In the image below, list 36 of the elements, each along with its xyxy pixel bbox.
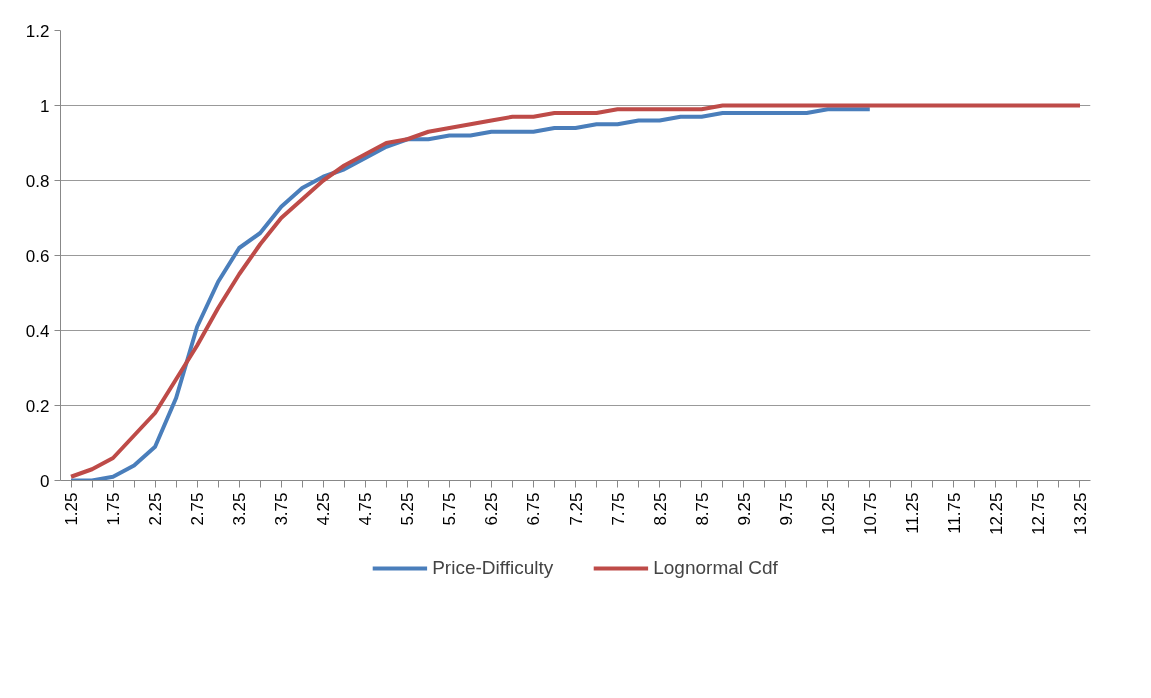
y-tick-label: 0.4 — [25, 321, 50, 341]
x-tick-label: 8.25 — [650, 492, 670, 526]
x-tick-label: 2.25 — [146, 492, 166, 526]
x-tick-label: 1.75 — [104, 492, 124, 526]
x-tick-label: 7.25 — [566, 492, 586, 526]
x-tick-label: 3.25 — [230, 492, 250, 526]
x-tick-label: 11.25 — [902, 492, 922, 534]
x-tick-label: 13.25 — [1070, 492, 1090, 536]
x-tick-label: 6.25 — [482, 492, 502, 526]
x-tick-label: 11.75 — [944, 492, 964, 534]
y-tick-label: 0.6 — [25, 246, 50, 266]
x-tick-label: 4.25 — [314, 492, 334, 526]
y-tick-label: 0.2 — [25, 396, 50, 416]
x-tick-label: 1.25 — [62, 492, 82, 526]
x-tick-label: 2.75 — [188, 492, 208, 526]
x-tick-label: 12.75 — [1028, 492, 1048, 536]
x-tick-label: 8.75 — [692, 492, 712, 526]
y-tick-label: 1.2 — [25, 21, 50, 41]
x-tick-label: 4.75 — [356, 492, 376, 526]
x-tick-label: 7.75 — [608, 492, 628, 526]
x-tick-label: 6.75 — [524, 492, 544, 526]
legend-label: Lognormal Cdf — [653, 557, 778, 579]
line-series — [69, 107, 872, 481]
x-tick-label: 9.25 — [734, 492, 754, 526]
y-tick-label: 1 — [40, 96, 50, 116]
line-series — [69, 103, 1082, 479]
y-tick-label: 0.8 — [25, 171, 50, 191]
x-tick-label: 10.25 — [818, 492, 838, 536]
x-tick-label: 5.25 — [398, 492, 418, 526]
x-tick-label: 9.75 — [776, 492, 796, 526]
x-tick-label: 12.25 — [986, 492, 1006, 536]
legend-label: Price-Difficulty — [432, 557, 554, 579]
x-tick-label: 10.75 — [860, 492, 880, 536]
y-tick-label: 0 — [40, 471, 50, 491]
x-tick-label: 5.75 — [440, 492, 460, 526]
x-tick-label: 3.75 — [272, 492, 292, 526]
